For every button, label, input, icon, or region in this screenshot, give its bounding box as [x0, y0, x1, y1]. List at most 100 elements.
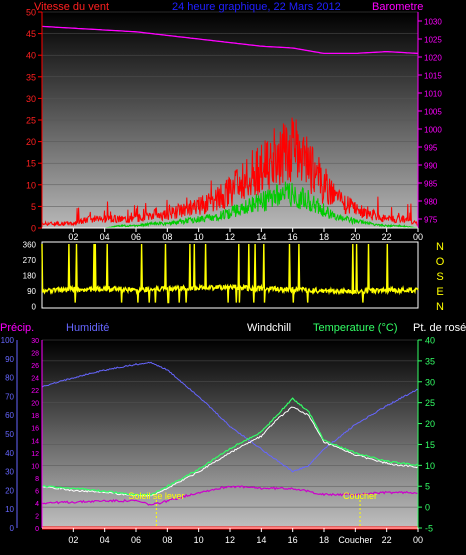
temperature-time-tick-label: 22 [382, 535, 392, 545]
temperature-tick-label: 30 [425, 377, 435, 387]
wind-direction-tick-label: 90 [27, 287, 36, 296]
barometer-line [41, 25, 419, 55]
precip-tick-label: 6 [35, 488, 39, 495]
precip-tick-label: 0 [35, 526, 39, 533]
barometer-tick-label: 1000 [424, 126, 442, 135]
wind-direction-axis: 0 90 180 270 360 [23, 241, 37, 312]
chart-title: 24 heure graphique, 22 Mars 2012 [172, 1, 341, 13]
wind-speed-tick-label: 50 [26, 8, 36, 18]
barometer-tick-label: 995 [424, 144, 438, 153]
temperature-time-tick-label: Coucher [338, 535, 372, 545]
wind-time-tick-label: 12 [225, 232, 235, 242]
temperature-tick-label: 10 [425, 461, 435, 471]
precip-tick-label: 4 [35, 501, 39, 508]
humidity-label: Humidité [66, 322, 109, 334]
barometer-tick-label: 1005 [424, 108, 442, 117]
precip-tick-label: 12 [31, 451, 39, 458]
temperature-tick-label: 25 [425, 398, 435, 408]
wind-speed-line [41, 117, 419, 228]
temperature-tick-label: -5 [425, 524, 433, 534]
temperature-tick-label: 15 [425, 440, 435, 450]
precip-tick-label: 26 [31, 363, 39, 370]
humidity-tick-label: 20 [5, 486, 14, 495]
barometer-tick-label: 1010 [424, 90, 442, 99]
compass-letter: S [436, 271, 443, 283]
temperature-tick-label: 0 [425, 503, 430, 513]
wind-direction-line [41, 243, 419, 304]
wind-time-tick-label: 10 [194, 232, 204, 242]
barometer-tick-label: 975 [424, 216, 438, 225]
precip-tick-label: 8 [35, 476, 39, 483]
wind-speed-tick-label: 45 [26, 29, 36, 39]
wind-direction-tick-label: 360 [23, 241, 37, 250]
barometer-tick-label: 985 [424, 180, 438, 189]
wind-time-tick-label: 14 [256, 232, 266, 242]
wind-speed-tick-label: 5 [31, 202, 36, 212]
wind-time-tick-label: 04 [100, 232, 110, 242]
barometer-tick-label: 1025 [424, 36, 442, 45]
wind-time-tick-label: 20 [350, 232, 360, 242]
precip-tick-label: 10 [31, 463, 39, 470]
humidity-line [41, 361, 419, 473]
temperature-time-tick-label: 14 [256, 535, 266, 545]
humidity-tick-label: 80 [5, 374, 14, 383]
temperature-tick-label: 20 [425, 419, 435, 429]
barometer-tick-label: 980 [424, 198, 438, 207]
wind-speed-tick-label: 35 [26, 72, 36, 82]
barometer-tick-label: 1015 [424, 72, 442, 81]
humidity-tick-label: 100 [1, 336, 15, 345]
barometer-tick-label: 1030 [424, 18, 442, 27]
wind-time-axis: 02 04 06 08 10 12 14 16 18 20 22 00 [42, 227, 423, 242]
precip-tick-label: 30 [31, 338, 39, 345]
wind-direction-plot-background [41, 241, 419, 309]
precip-tick-label: 18 [31, 413, 39, 420]
barometer-tick-label: 1020 [424, 54, 442, 63]
precip-label: Précip. [0, 322, 34, 334]
wind-time-tick-label: 16 [288, 232, 298, 242]
precip-tick-label: 22 [31, 388, 39, 395]
wind-time-tick-label: 08 [162, 232, 172, 242]
sun-annotations: Soleil se lever Coucher [128, 491, 377, 528]
wind-speed-tick-label: 40 [26, 51, 36, 61]
temperature-panel: 0102030405060708090100024681012141618202… [0, 322, 466, 545]
wind-time-tick-label: 18 [319, 232, 329, 242]
temperature-tick-label: 40 [425, 336, 435, 346]
temperature-time-tick-label: 02 [68, 535, 78, 545]
wind-direction-tick-label: 0 [32, 303, 37, 312]
humidity-tick-label: 40 [5, 449, 14, 458]
barometer-axis: 975 980 985 990 995 1000 1005 1010 1015 1020 1025 1… [417, 12, 442, 228]
wind-time-tick-label: 00 [413, 232, 423, 242]
precip-tick-label: 24 [31, 376, 39, 383]
precip-tick-label: 14 [31, 438, 39, 445]
humidity-tick-label: 10 [5, 505, 14, 514]
precip-tick-label: 2 [35, 513, 39, 520]
temperature-tick-label: 35 [425, 356, 435, 366]
precip-tick-label: 16 [31, 426, 39, 433]
wind-speed-tick-label: 10 [26, 180, 36, 190]
precip-tick-label: 28 [31, 351, 39, 358]
dewpoint-label: Pt. de rosée [413, 322, 466, 334]
temperature-line [42, 397, 419, 497]
temperature-time-tick-label: 08 [162, 535, 172, 545]
wind-speed-tick-label: 20 [26, 137, 36, 147]
wind-speed-tick-label: 15 [26, 159, 36, 169]
temperature-label: Temperature (°C) [313, 322, 397, 334]
temperature-time-tick-label: 16 [288, 535, 298, 545]
sunset-label: Coucher [343, 491, 377, 501]
wind-speed-axis: 0 5 10 15 20 25 30 35 40 45 50 [26, 8, 43, 234]
humidity-tick-label: 60 [5, 411, 14, 420]
wind-speed-tick-label: 0 [31, 224, 36, 234]
wind-direction-tick-label: 270 [23, 256, 37, 265]
windchill-line [41, 485, 419, 506]
temperature-time-tick-label: 00 [413, 535, 423, 545]
temperature-time-tick-label: 06 [131, 535, 141, 545]
compass-letter: O [436, 256, 445, 268]
wind-direction-series [41, 243, 419, 304]
precip-tick-label: 20 [31, 401, 39, 408]
barometer-axis-label: Barometre [372, 1, 423, 13]
humidity-tick-label: 50 [5, 430, 14, 439]
